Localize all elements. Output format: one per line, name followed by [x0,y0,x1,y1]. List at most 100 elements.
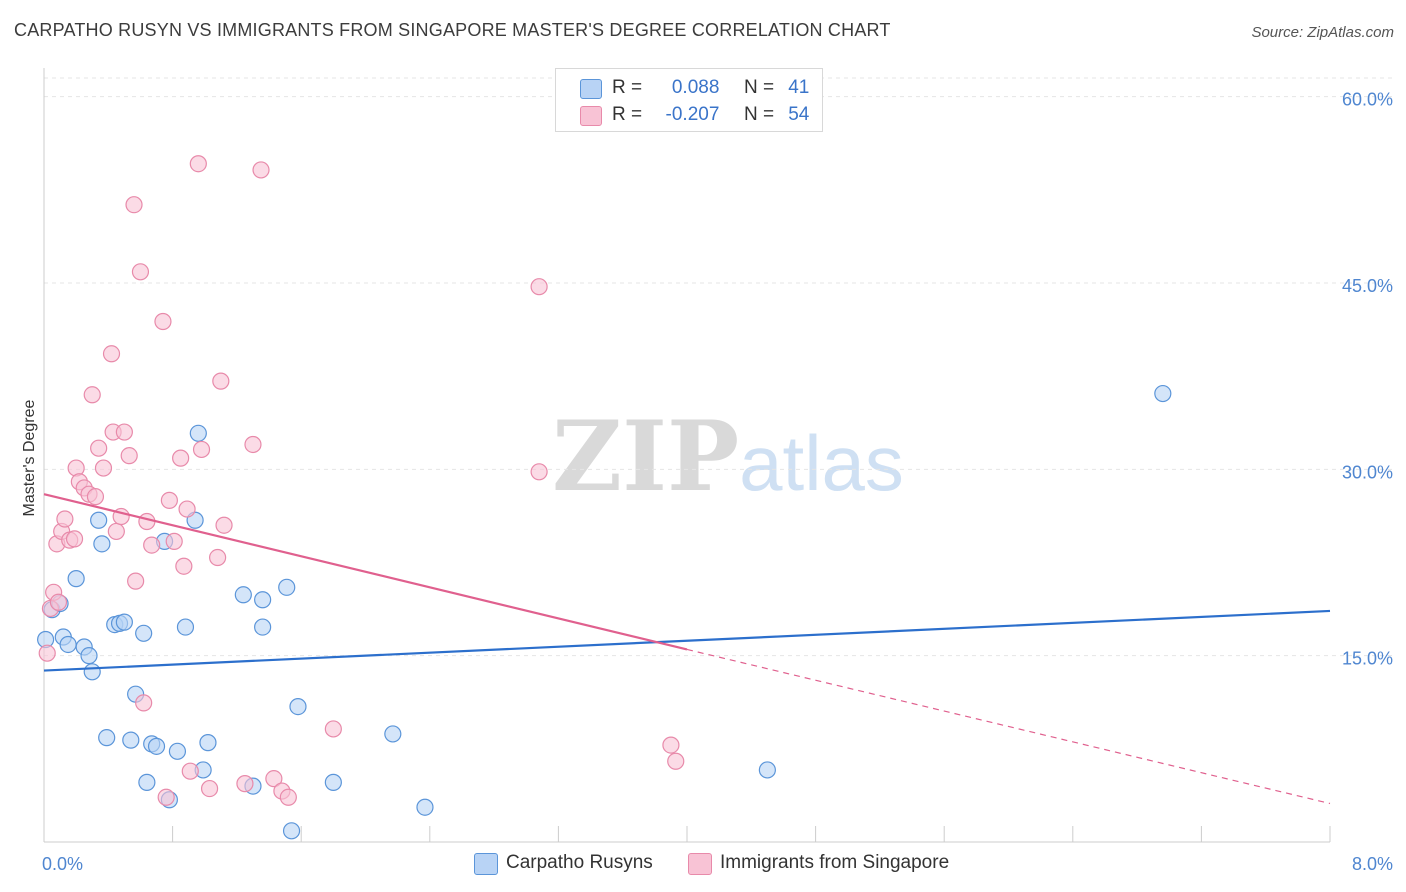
singapore-point [172,449,190,467]
singapore-point [138,512,156,531]
legend-n-value: 41 [788,77,810,98]
singapore-point [244,435,262,454]
singapore-point [157,788,175,806]
carpatho-rusyn-point [324,773,342,791]
carpatho-rusyn-point [138,773,156,791]
carpatho-rusyn-point [59,635,77,654]
singapore-point [189,155,207,173]
carpatho-rusyn-point [83,663,101,681]
legend-r-value: 0.088 [671,77,720,98]
singapore-point [83,386,101,404]
legend-label: Carpatho Rusyns [506,852,653,873]
singapore-point [175,557,193,575]
carpatho-rusyn-point [384,725,402,743]
singapore-point [49,593,68,611]
legend-r-label: R = [612,77,643,98]
singapore-point [212,372,230,390]
singapore-point [38,644,56,662]
singapore-point [192,440,211,459]
x-tick-label: 0.0% [42,854,83,874]
correlation-legend: R = 0.088 N = 41 R = -0.207 N = 54 [555,68,823,132]
carpatho-rusyn-point [90,511,108,529]
singapore-point [200,779,219,798]
watermark-zip: ZIP [552,400,740,513]
carpatho-rusyn-point [80,647,98,665]
legend-n-value: 54 [788,104,810,125]
singapore-point [125,196,143,214]
carpatho-rusyn-point [115,613,133,631]
singapore-point [86,488,105,506]
singapore-point [324,720,342,738]
carpatho-rusyn-point [1154,384,1172,403]
singapore-point [178,500,196,518]
chart-title: CARPATHO RUSYN VS IMMIGRANTS FROM SINGAP… [14,20,891,40]
carpatho-rusyn-point [199,734,217,752]
singapore-point [127,572,145,590]
singapore-trend-line [43,493,688,651]
carpatho-rusyn-point [416,798,434,816]
singapore-point [215,516,233,534]
singapore-point [667,752,685,770]
y-tick-label: 30.0% [1342,462,1393,482]
carpatho-rusyn-point [234,586,252,604]
singapore-point [56,510,74,528]
singapore-point [530,463,548,481]
legend-label: Immigrants from Singapore [720,852,950,873]
singapore-point [165,532,183,550]
singapore-point [90,439,108,457]
singapore-point [115,423,133,441]
carpatho-rusyn-point [93,535,111,553]
singapore-point [279,788,297,806]
legend-swatch-pink [688,853,712,875]
y-axis-label: Master's Degree [21,399,38,517]
legend-swatch-blue [580,79,602,99]
carpatho-rusyn-point [176,618,195,636]
legend-r-label: R = [612,104,643,125]
singapore-point [265,770,283,788]
singapore-point [143,536,161,554]
legend-n-label: N = [743,77,775,98]
singapore-point [209,548,227,567]
carpatho-rusyn-point [122,731,140,749]
singapore-point [662,736,680,754]
legend-n-label: N = [743,104,775,125]
series-legend: Carpatho Rusyns Immigrants from Singapor… [0,850,1406,880]
y-tick-label: 60.0% [1342,90,1393,110]
chart-source: Source: ZipAtlas.com [1251,24,1394,41]
carpatho-rusyn-point [168,742,187,760]
singapore-point [530,278,548,296]
singapore-point [65,530,84,548]
carpatho-rusyn-point [147,737,166,755]
x-tick-label: 8.0% [1352,854,1393,874]
carpatho-rusyn-point [278,578,296,596]
y-tick-label: 45.0% [1342,276,1393,296]
carpatho-rusyn-point [758,761,776,779]
watermark-atlas: atlas [739,419,904,507]
y-tick-label: 15.0% [1342,649,1393,669]
singapore-point [94,459,113,477]
singapore-point [252,161,270,179]
singapore-point [135,694,153,712]
carpatho-rusyn-point [254,618,272,636]
singapore-trend-line-extension [686,648,1331,805]
singapore-point [120,447,138,465]
legend-swatch-blue [474,853,498,875]
carpatho-rusyn-point [254,591,272,609]
watermark: ZIPatlas [552,400,904,513]
carpatho-rusyn-point [189,424,207,442]
singapore-point [107,522,125,541]
singapore-point [102,345,121,363]
legend-r-value: -0.207 [665,104,720,125]
singapore-point [181,762,199,780]
carpatho-rusyn-point [289,697,307,716]
singapore-point [131,263,150,281]
carpatho-rusyn-point [98,729,116,747]
carpatho-rusyn-point [282,822,301,840]
carpatho-rusyn-point [135,624,153,642]
carpatho-rusyn-point [67,570,85,588]
singapore-point [154,312,172,331]
legend-swatch-pink [580,106,602,126]
singapore-point [160,491,178,509]
singapore-point [236,775,254,793]
